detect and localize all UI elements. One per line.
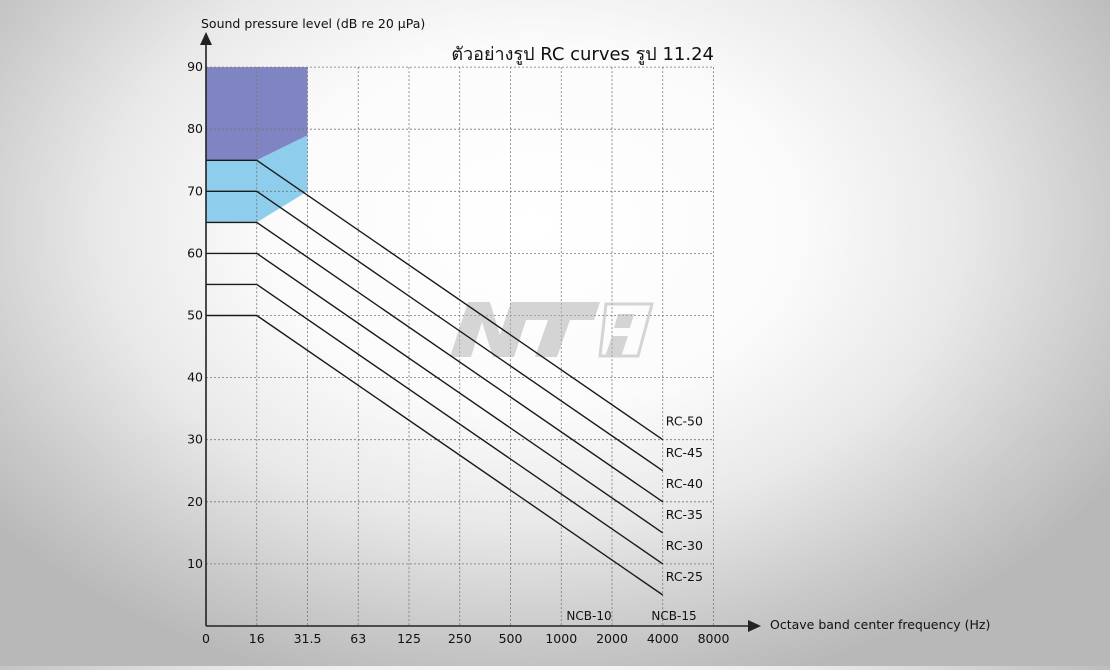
- x-tick-label: 2000: [596, 631, 628, 646]
- y-tick-label: 90: [187, 59, 203, 74]
- x-axis-title: Octave band center frequency (Hz): [770, 617, 990, 632]
- y-tick-label: 10: [187, 556, 203, 571]
- nti-watermark-logo: [450, 302, 654, 358]
- series-line-rc-50: [206, 159, 664, 441]
- rc-series-lines: [206, 159, 664, 596]
- x-axis-arrow-icon: [748, 620, 761, 632]
- y-tick-label: 30: [187, 432, 203, 447]
- y-tick-label: 50: [187, 308, 203, 323]
- series-line-rc-30: [206, 283, 664, 565]
- series-label-rc-25: RC-25: [666, 569, 703, 584]
- series-line-rc-25: [206, 314, 664, 596]
- y-tick-label: 40: [187, 370, 203, 385]
- series-label-rc-35: RC-35: [666, 507, 703, 522]
- x-tick-label: 125: [397, 631, 421, 646]
- y-axis-title: Sound pressure level (dB re 20 µPa): [201, 16, 425, 31]
- series-label-rc-30: RC-30: [666, 538, 703, 553]
- x-tick-label: 0: [202, 631, 210, 646]
- x-tick-label: 250: [448, 631, 472, 646]
- chart-title: ตัวอย่างรูป RC curves รูป 11.24: [451, 44, 714, 65]
- y-tick-label: 80: [187, 121, 203, 136]
- annotation-ncb-10: NCB-10: [566, 609, 611, 623]
- x-tick-label: 1000: [545, 631, 577, 646]
- x-tick-label: 500: [499, 631, 523, 646]
- y-tick-label: 20: [187, 494, 203, 509]
- series-label-rc-50: RC-50: [666, 414, 703, 429]
- series-line-rc-40: [206, 221, 664, 503]
- rumble-region-dark: [206, 67, 308, 161]
- gridlines: [206, 66, 714, 626]
- series-label-rc-45: RC-45: [666, 445, 703, 460]
- annotation-ncb-15: NCB-15: [651, 609, 696, 623]
- x-tick-label: 31.5: [294, 631, 322, 646]
- x-tick-label: 4000: [647, 631, 679, 646]
- series-label-rc-40: RC-40: [666, 476, 703, 491]
- series-line-rc-45: [206, 190, 664, 472]
- axes: [200, 32, 761, 632]
- y-tick-label: 70: [187, 183, 203, 198]
- series-line-rc-35: [206, 252, 664, 534]
- shaded-regions: [206, 67, 308, 223]
- series-labels: RC-25 RC-30 RC-35 RC-40 RC-45 RC-50: [666, 414, 703, 584]
- y-tick-label: 60: [187, 245, 203, 260]
- x-tick-label: 16: [249, 631, 265, 646]
- x-tick-label: 8000: [698, 631, 730, 646]
- tick-labels: 0 16 31.5 63 125 250 500 1000 2000 4000 8000 10 20 30…: [187, 59, 729, 646]
- rumble-region-light: [206, 135, 308, 223]
- x-tick-label: 63: [350, 631, 366, 646]
- y-axis-arrow-icon: [200, 32, 212, 45]
